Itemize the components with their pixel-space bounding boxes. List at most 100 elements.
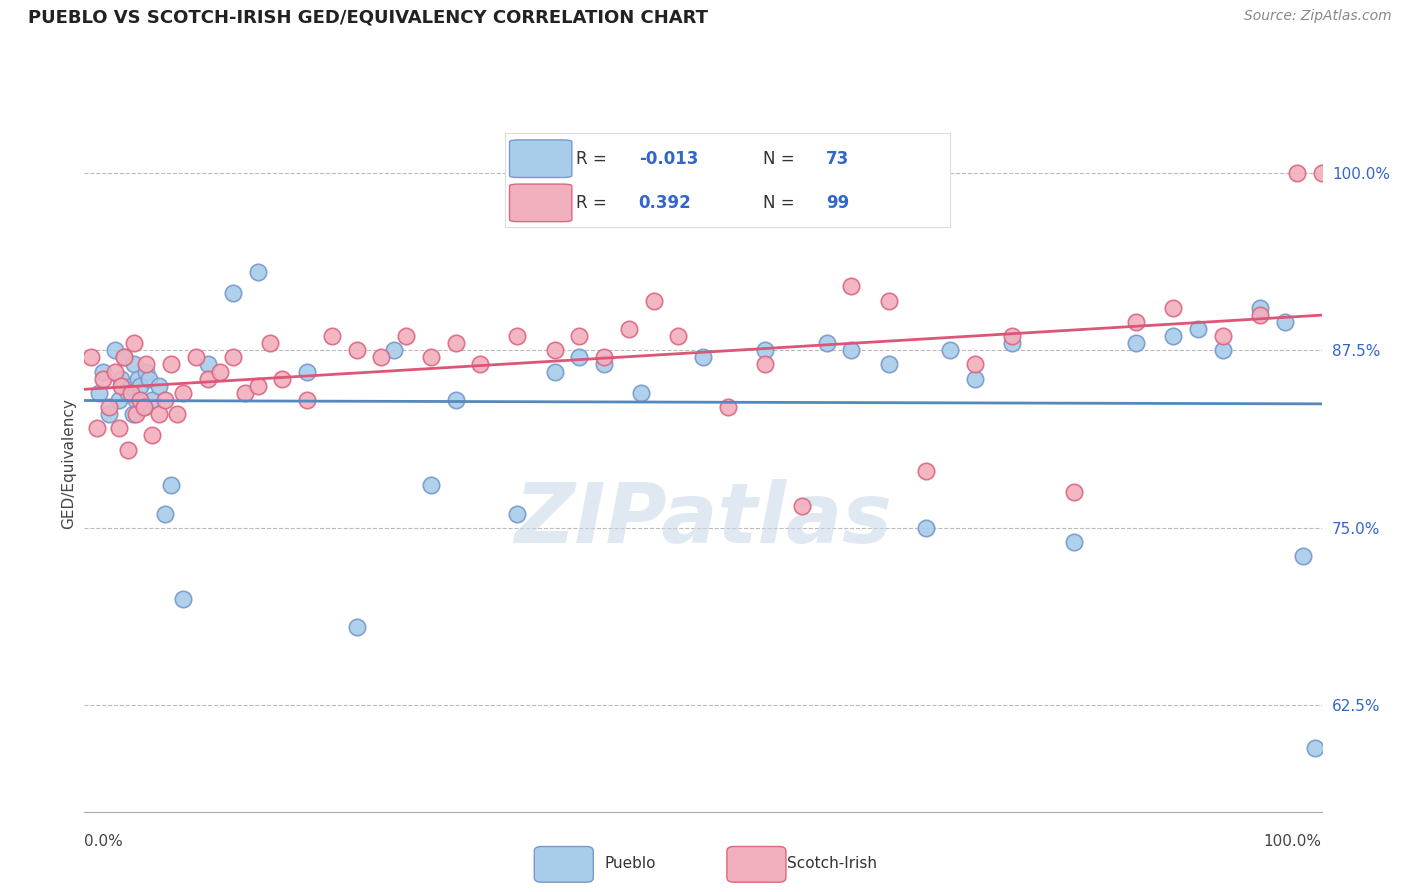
Text: PUEBLO VS SCOTCH-IRISH GED/EQUIVALENCY CORRELATION CHART: PUEBLO VS SCOTCH-IRISH GED/EQUIVALENCY C… [28,9,709,27]
Point [153,392,176,407]
Text: N =: N = [763,150,794,168]
Text: -0.013: -0.013 [638,150,697,168]
Point [120,385,142,400]
Point [222,351,245,365]
Text: 99: 99 [825,194,849,212]
Point [172,591,194,606]
Point [914,521,936,535]
Point [148,378,170,392]
Point [222,286,245,301]
Text: N =: N = [763,194,794,212]
Point [1249,301,1271,315]
Point [1310,166,1333,180]
Point [965,358,987,372]
Point [1187,322,1209,336]
Point [98,407,121,421]
Point [112,351,135,365]
Point [104,343,127,358]
Point [295,392,318,407]
Point [110,371,132,385]
Point [1063,485,1085,500]
Text: Scotch-Irish: Scotch-Irish [787,856,877,871]
Point [346,343,368,358]
Point [79,351,101,365]
Point [166,407,188,421]
Point [370,351,392,365]
Point [132,400,155,414]
Point [135,358,157,372]
Point [112,351,135,365]
Point [197,371,219,385]
Point [246,265,269,279]
Point [965,371,987,385]
Text: ZIPatlas: ZIPatlas [515,479,891,560]
Point [120,378,142,392]
Point [89,385,111,400]
FancyBboxPatch shape [509,184,572,221]
Point [129,392,152,407]
Point [1274,315,1296,329]
Point [121,407,143,421]
Point [197,358,219,372]
Y-axis label: GED/Equivalency: GED/Equivalency [60,399,76,529]
Point [1305,740,1327,755]
Point [1285,166,1308,180]
Point [125,407,148,421]
Point [444,392,467,407]
Point [233,385,256,400]
Point [1125,315,1147,329]
Point [643,293,665,308]
Point [209,365,232,379]
Point [246,378,269,392]
Point [104,365,127,379]
Point [470,358,492,372]
Point [1125,336,1147,351]
Text: 0.0%: 0.0% [84,834,124,849]
Point [841,279,863,293]
Point [1292,549,1315,563]
Point [754,343,776,358]
Point [122,336,145,351]
Point [108,421,131,435]
Point [841,343,863,358]
Point [110,378,132,392]
Point [295,365,318,379]
Point [122,358,145,372]
Text: 100.0%: 100.0% [1264,834,1322,849]
Point [593,351,616,365]
Point [939,343,962,358]
Point [108,392,131,407]
Point [754,358,776,372]
Point [419,478,441,492]
Point [395,329,418,343]
Point [877,358,900,372]
Point [172,385,194,400]
Point [666,329,689,343]
Point [86,421,108,435]
Point [419,351,441,365]
Point [543,365,565,379]
Text: Pueblo: Pueblo [605,856,657,871]
Point [91,365,114,379]
Point [91,371,114,385]
Point [125,392,148,407]
Text: Source: ZipAtlas.com: Source: ZipAtlas.com [1244,9,1392,23]
Point [346,620,368,634]
Point [1063,535,1085,549]
Point [135,365,157,379]
Point [271,371,294,385]
Point [506,329,529,343]
Point [321,329,343,343]
Point [148,407,170,421]
Point [506,507,529,521]
Point [98,400,121,414]
Point [1212,329,1234,343]
Text: 0.392: 0.392 [638,194,692,212]
Point [127,371,149,385]
Point [568,329,591,343]
Point [129,378,152,392]
Point [117,385,139,400]
Point [1249,308,1271,322]
Point [815,336,838,351]
Text: R =: R = [576,194,607,212]
